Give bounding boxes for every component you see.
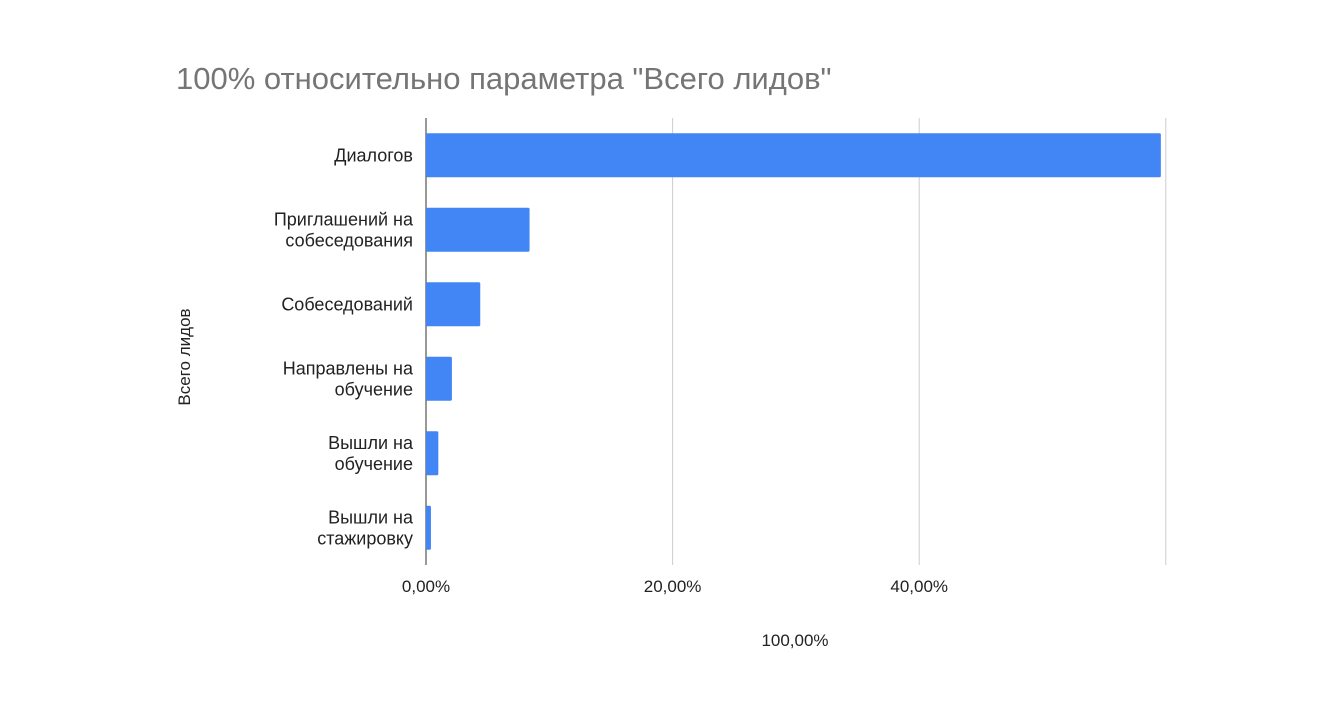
x-tick-label: 0,00% (402, 577, 450, 596)
category-label: обучение (335, 379, 413, 399)
category-label: обучение (335, 454, 413, 474)
bar (426, 207, 530, 252)
y-axis-title: Всего лидов (175, 308, 194, 405)
bar (426, 282, 481, 327)
bar (426, 431, 439, 476)
category-label: стажировку (317, 528, 413, 548)
bars (426, 133, 1161, 550)
category-label: Приглашений на (274, 209, 414, 229)
chart-title: 100% относительно параметра "Всего лидов… (176, 61, 832, 96)
category-label: Направлены на (283, 358, 414, 378)
bar (426, 133, 1161, 178)
category-label: Вышли на (328, 507, 414, 527)
category-label: Вышли на (328, 433, 414, 453)
bar (426, 505, 431, 550)
x-tick-label: 20,00% (644, 577, 702, 596)
category-label: Диалогов (334, 145, 413, 165)
category-label: собеседования (285, 230, 413, 250)
x-tick-label: 40,00% (890, 577, 948, 596)
x-axis-title: 100,00% (761, 631, 828, 650)
category-label: Собеседований (281, 294, 413, 314)
bar (426, 356, 452, 401)
x-tick-labels: 0,00% 20,00% 40,00% (402, 577, 948, 596)
gridlines (425, 118, 1167, 565)
